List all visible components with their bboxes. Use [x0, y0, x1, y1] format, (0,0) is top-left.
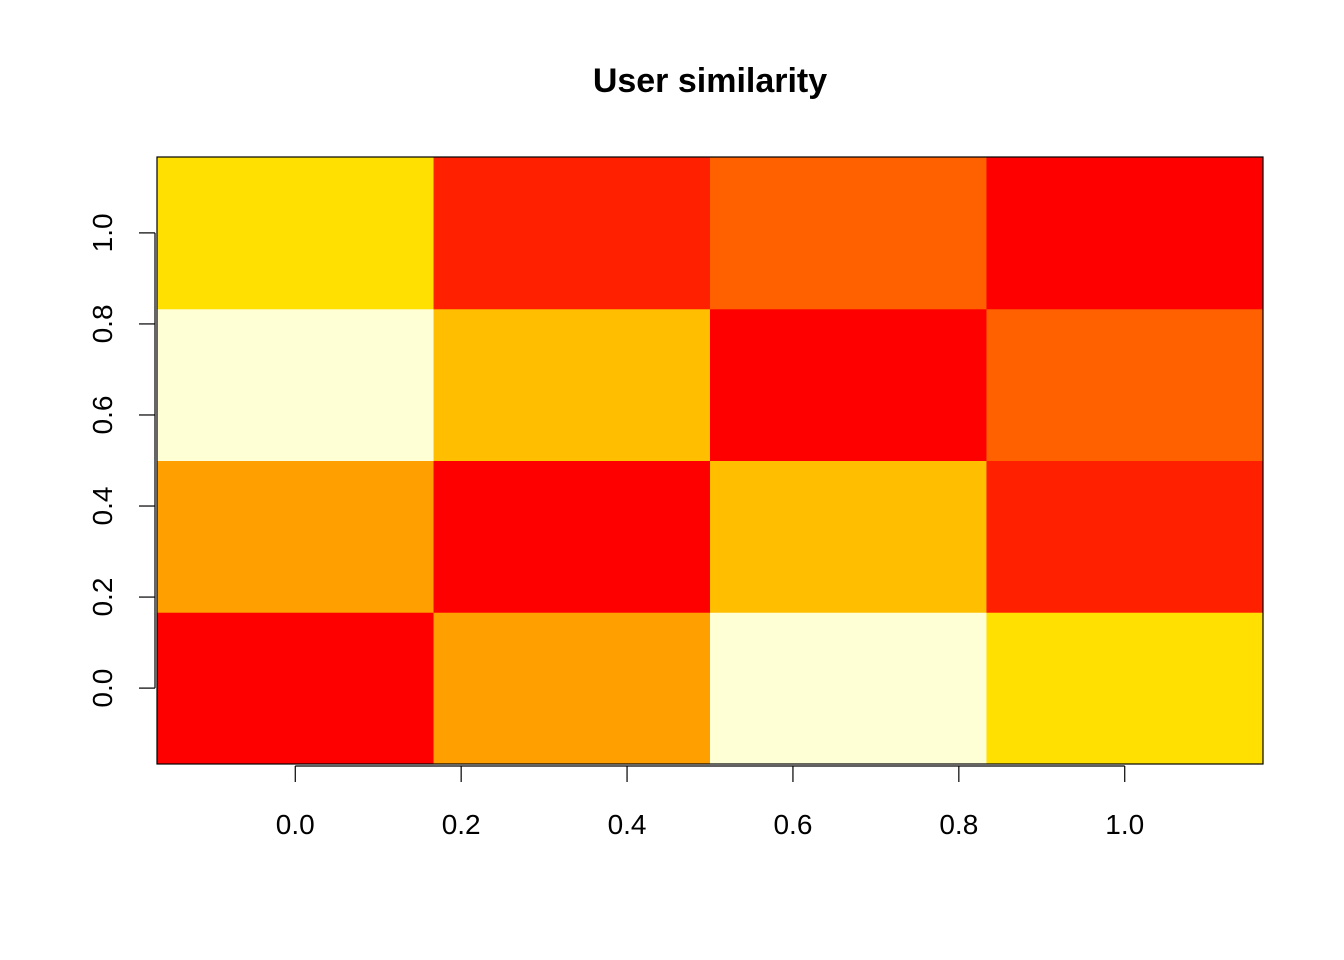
x-tick-label: 0.8 — [939, 809, 978, 840]
heatmap-cell — [157, 612, 435, 765]
y-tick-label: 0.2 — [87, 578, 118, 617]
heatmap-cell — [433, 308, 711, 461]
y-tick-label: 0.0 — [87, 669, 118, 708]
heatmap-cell — [986, 308, 1264, 461]
x-tick-label: 0.2 — [442, 809, 481, 840]
heatmap-cell — [710, 460, 987, 613]
heatmap-cell — [710, 612, 987, 765]
x-tick-label: 1.0 — [1105, 809, 1144, 840]
heatmap-cell — [986, 612, 1264, 765]
heatmap-cell — [986, 157, 1264, 310]
heatmap-cells — [157, 157, 1264, 765]
heatmap-cell — [433, 460, 711, 613]
heatmap-cell — [157, 308, 435, 461]
heatmap-cell — [157, 460, 435, 613]
heatmap-cell — [710, 157, 987, 310]
heatmap-cell — [710, 308, 987, 461]
heatmap-cell — [157, 157, 435, 310]
y-tick-label: 1.0 — [87, 213, 118, 252]
y-axis: 0.0 0.2 0.4 0.6 0.8 1.0 — [87, 213, 156, 708]
x-tick-label: 0.6 — [773, 809, 812, 840]
y-tick-label: 0.8 — [87, 304, 118, 343]
y-tick-label: 0.6 — [87, 396, 118, 435]
x-tick-label: 0.0 — [276, 809, 315, 840]
x-tick-label: 0.4 — [608, 809, 647, 840]
x-axis: 0.0 0.2 0.4 0.6 0.8 1.0 — [276, 765, 1144, 840]
heatmap-cell — [433, 157, 711, 310]
y-tick-label: 0.4 — [87, 487, 118, 526]
plot-border — [156, 156, 1264, 765]
chart-title: User similarity — [593, 62, 827, 100]
heatmap-cell — [433, 612, 711, 765]
heatmap-cell — [986, 460, 1264, 613]
